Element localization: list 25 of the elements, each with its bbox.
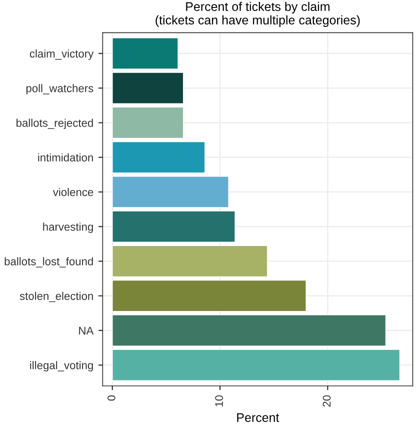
bar [112,72,184,104]
x-tick-label: 10 [215,395,223,406]
chart-title: Percent of tickets by claim (tickets can have multiple categories) [156,2,360,27]
y-tick-label: claim_victory [30,49,94,60]
y-tick-label: stolen_election [20,292,93,302]
bar [112,210,236,243]
bar [112,314,386,346]
bar [112,141,206,174]
bar [112,37,178,70]
x-tick-label: 0 [107,395,116,401]
y-tick-label: ballots_lost_found [4,257,93,268]
bar [112,349,400,382]
y-tick-label: violence [52,188,94,196]
y-tick-label: poll_watchers [26,84,94,94]
bar [112,106,184,139]
y-tick-label: intimidation [38,153,93,162]
y-tick-label: illegal_voting [30,361,93,372]
x-axis-title: Percent [237,413,280,422]
bar [112,176,230,208]
bar [112,280,307,312]
y-tick-label: harvesting [43,222,93,233]
y-tick-label: NA [79,326,94,334]
bar [112,245,268,278]
y-tick-label: ballots_rejected [16,118,93,130]
x-tick-label: 20 [322,395,331,407]
